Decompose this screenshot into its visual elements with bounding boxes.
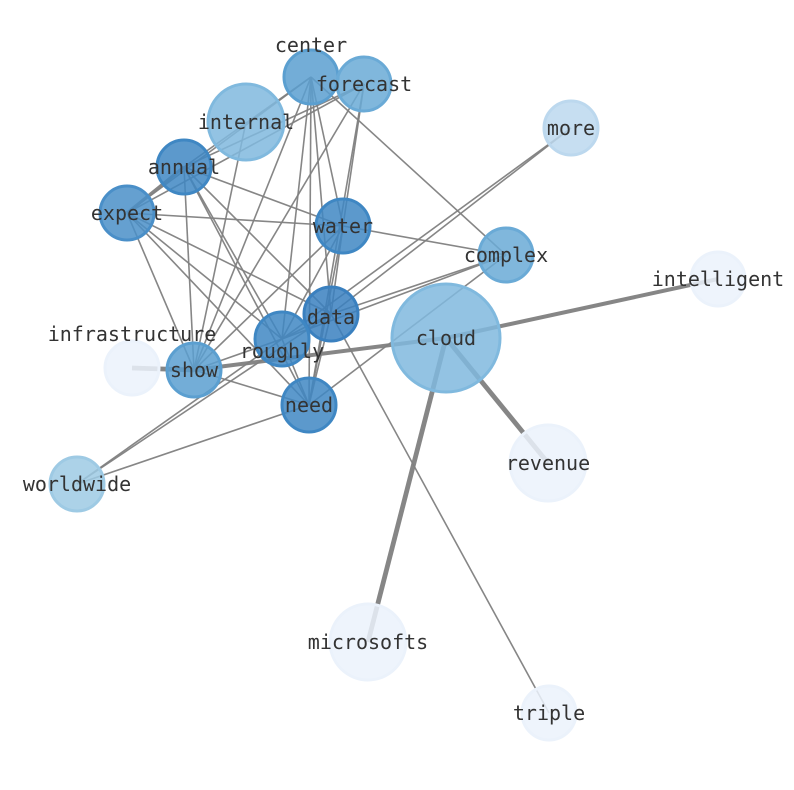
edge-data-more <box>330 127 572 315</box>
node-revenue <box>508 423 588 503</box>
edge-expect-water <box>126 212 344 227</box>
node-annual <box>155 138 213 196</box>
node-label-show: show <box>170 358 219 382</box>
node-internal <box>206 82 286 162</box>
node-label-expect: expect <box>91 201 163 225</box>
node-label-revenue: revenue <box>506 451 590 475</box>
node-worldwide <box>48 455 106 513</box>
node-label-triple: triple <box>513 701 585 725</box>
labels-layer: center forecast internal annual expect water m… <box>23 33 784 725</box>
node-label-center: center <box>275 33 347 57</box>
node-label-need: need <box>285 393 333 417</box>
edge-water-show <box>193 225 344 371</box>
edge-expect-need <box>126 212 310 406</box>
edge-annual-roughly <box>183 166 283 340</box>
node-label-cloud: cloud <box>416 326 476 350</box>
node-data <box>302 285 360 343</box>
node-roughly <box>253 310 311 368</box>
node-complex <box>477 226 535 284</box>
edge-center-data <box>310 76 332 315</box>
node-expect <box>98 184 156 242</box>
node-cloud <box>390 282 502 394</box>
node-forecast <box>335 55 393 113</box>
node-label-microsofts: microsofts <box>308 630 428 654</box>
edge-forecast-show <box>193 83 365 371</box>
nodes-layer <box>48 48 747 742</box>
node-label-internal: internal <box>198 110 294 134</box>
node-label-worldwide: worldwide <box>23 472 131 496</box>
node-label-intelligent: intelligent <box>652 267 784 291</box>
edge-center-show <box>193 76 312 371</box>
edge-annual-data <box>183 166 332 315</box>
edge-annual-show <box>183 166 195 371</box>
node-label-complex: complex <box>464 243 548 267</box>
node-label-annual: annual <box>148 155 220 179</box>
node-label-more: more <box>547 116 595 140</box>
node-need <box>280 376 338 434</box>
edge-expect-data <box>126 212 332 315</box>
node-intelligent <box>689 250 747 308</box>
node-label-infrastructure: infrastructure <box>48 322 217 346</box>
node-show <box>165 341 223 399</box>
node-triple <box>520 684 578 742</box>
node-label-data: data <box>307 305 355 329</box>
node-water <box>314 197 372 255</box>
edge-data-triple <box>330 313 550 714</box>
node-more <box>542 99 600 157</box>
edge-expect-roughly <box>126 212 283 340</box>
node-label-forecast: forecast <box>316 72 412 96</box>
node-label-water: water <box>313 214 373 238</box>
edge-center-need <box>308 76 312 406</box>
node-microsofts <box>328 602 408 682</box>
edge-center-complex <box>310 76 507 256</box>
node-label-roughly: roughly <box>240 339 324 363</box>
edge-data-complex <box>330 254 507 315</box>
edge-internal-show <box>193 121 247 371</box>
node-infrastructure <box>103 339 161 397</box>
edge-need-worldwide <box>76 404 310 485</box>
